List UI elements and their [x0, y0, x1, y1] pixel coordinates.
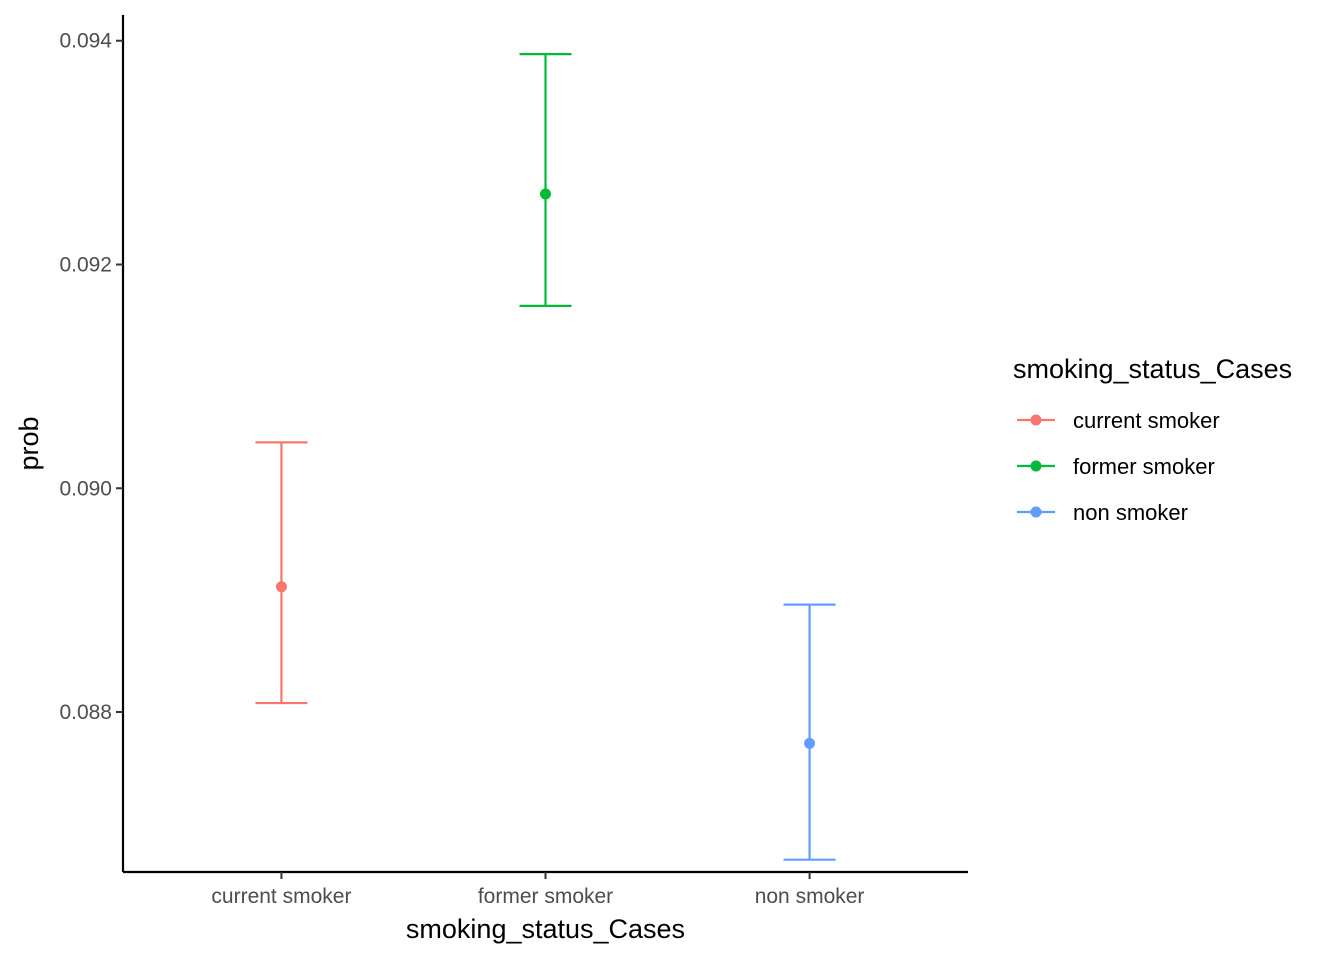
data-point — [540, 188, 551, 200]
legend-entries: current smoker former smoker non smoker — [1017, 408, 1220, 525]
y-axis-title: prob — [14, 416, 44, 470]
x-tick-label: non smoker — [755, 885, 865, 908]
x-axis-ticks: current smoker former smoker non smoker — [211, 872, 864, 908]
legend-entry: non smoker — [1017, 500, 1188, 525]
y-tick-label: 0.094 — [59, 30, 112, 53]
legend-key-point — [1030, 506, 1042, 518]
legend: smoking_status_Cases current smoker forme… — [1013, 354, 1292, 525]
y-axis-ticks: 0.088 0.090 0.092 0.094 — [59, 30, 123, 724]
legend-title: smoking_status_Cases — [1013, 354, 1292, 384]
y-tick-label: 0.088 — [59, 701, 112, 724]
errorbar-non-smoker — [783, 603, 836, 861]
x-tick-label: current smoker — [211, 885, 351, 908]
legend-entry: current smoker — [1017, 408, 1220, 433]
legend-label: non smoker — [1073, 500, 1188, 525]
errorbar-former-smoker — [519, 53, 572, 307]
x-axis-title: smoking_status_Cases — [406, 914, 685, 944]
legend-key-point — [1030, 460, 1042, 472]
legend-entry: former smoker — [1017, 454, 1215, 479]
plot-marks — [255, 53, 836, 861]
y-tick-label: 0.090 — [59, 477, 112, 500]
x-tick-label: former smoker — [478, 885, 613, 908]
legend-label: former smoker — [1073, 454, 1215, 479]
y-tick-label: 0.092 — [59, 253, 112, 276]
legend-key-point — [1030, 414, 1042, 426]
data-point — [804, 737, 816, 749]
data-point — [275, 581, 287, 593]
legend-label: current smoker — [1073, 408, 1220, 433]
errorbar-current-smoker — [255, 441, 308, 705]
